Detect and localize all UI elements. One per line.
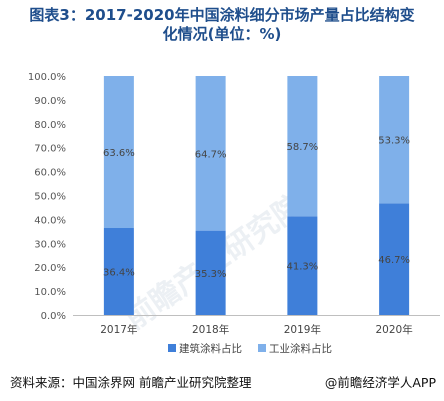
y-tick-label: 20.0% <box>34 263 66 274</box>
legend-swatch <box>168 344 176 352</box>
x-tick-label: 2020年 <box>376 323 413 336</box>
y-tick-label: 50.0% <box>34 192 66 203</box>
data-label: 58.7% <box>286 142 318 153</box>
bar-segment <box>103 76 134 229</box>
y-tick-label: 30.0% <box>34 239 66 250</box>
bar-segment <box>379 76 410 204</box>
y-tick-label: 10.0% <box>34 287 66 298</box>
chart-title-line1: 图表3：2017-2020年中国涂料细分市场产量占比结构变 <box>29 6 415 24</box>
legend-label: 建筑涂料占比 <box>179 342 242 355</box>
data-label: 36.4% <box>103 268 135 279</box>
y-tick-label: 90.0% <box>34 96 66 107</box>
y-tick-label: 0.0% <box>41 311 66 322</box>
data-label: 53.3% <box>378 136 410 147</box>
legend-swatch <box>258 344 266 352</box>
bar-segment <box>195 76 226 231</box>
y-tick-label: 70.0% <box>34 144 66 155</box>
y-tick-label: 40.0% <box>34 215 66 226</box>
bar-segment <box>379 203 410 315</box>
data-label: 41.3% <box>286 262 318 273</box>
x-tick-label: 2017年 <box>100 323 137 336</box>
y-tick-label: 80.0% <box>34 120 66 131</box>
data-label: 35.3% <box>195 269 227 280</box>
y-tick-label: 60.0% <box>34 168 66 179</box>
source-note: 资料来源：中国涂界网 前瞻产业研究院整理 <box>10 375 252 390</box>
data-label: 46.7% <box>378 255 410 266</box>
chart-title-line2: 化情况(单位：%) <box>162 25 282 43</box>
bar-segment <box>195 230 226 315</box>
footer: 资料来源：中国涂界网 前瞻产业研究院整理 @前瞻经济学人APP <box>10 372 436 391</box>
legend-label: 工业涂料占比 <box>269 342 332 355</box>
x-tick-label: 2019年 <box>284 323 321 336</box>
y-tick-label: 100.0% <box>28 72 66 83</box>
x-tick-label: 2018年 <box>192 323 229 336</box>
bar-segment <box>287 76 318 217</box>
brand-label: @前瞻经济学人APP <box>324 375 436 390</box>
data-label: 63.6% <box>103 148 135 159</box>
bar-segment <box>287 216 318 315</box>
data-label: 64.7% <box>195 149 227 160</box>
bar-segment <box>103 228 134 315</box>
chart-title: 图表3：2017-2020年中国涂料细分市场产量占比结构变 化情况(单位：%) <box>0 6 444 44</box>
